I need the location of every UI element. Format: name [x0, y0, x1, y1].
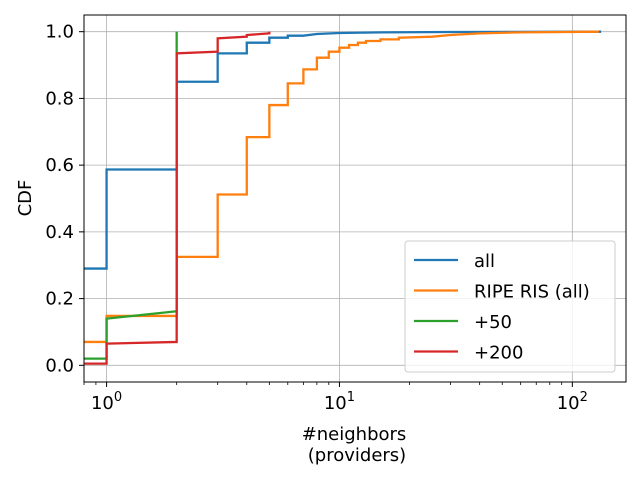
legend-label: all [474, 251, 495, 272]
y-axis-ticks: 0.0 0.2 0.4 0.6 0.8 1.0 [45, 22, 84, 376]
plot-frame [83, 14, 627, 383]
y-axis-label: CDF [15, 180, 36, 217]
legend-label: +50 [474, 312, 512, 333]
legend-label: +200 [474, 343, 523, 364]
x-tick-base: 10 [91, 393, 114, 414]
y-tick-label: 0.4 [45, 222, 74, 243]
y-tick-label: 0.2 [45, 289, 74, 310]
x-axis-label-line2: (providers) [308, 445, 406, 466]
x-tick-label: 102 [557, 390, 588, 414]
series-lines [84, 30, 602, 365]
x-tick-base: 10 [324, 393, 347, 414]
series-line [84, 31, 178, 360]
x-axis-ticks: 100 101 102 [83, 382, 588, 414]
x-tick-exponent: 0 [114, 390, 122, 405]
series-line [84, 31, 271, 365]
x-tick-label: 101 [324, 390, 355, 414]
x-tick-base: 10 [557, 393, 580, 414]
x-tick-exponent: 1 [347, 390, 355, 405]
legend-label: RIPE RIS (all) [474, 282, 590, 303]
y-tick-label: 0.8 [45, 88, 74, 109]
y-tick-label: 0.0 [45, 355, 74, 376]
series-line [84, 30, 602, 270]
series-line [84, 30, 599, 344]
x-tick-exponent: 2 [580, 390, 588, 405]
legend-box [404, 240, 616, 373]
x-tick-label: 100 [91, 390, 122, 414]
y-tick-label: 0.6 [45, 155, 74, 176]
legend: all RIPE RIS (all) +50 +200 [404, 240, 616, 373]
x-axis-label-line1: #neighbors [302, 424, 407, 445]
y-tick-label: 1.0 [45, 22, 74, 43]
